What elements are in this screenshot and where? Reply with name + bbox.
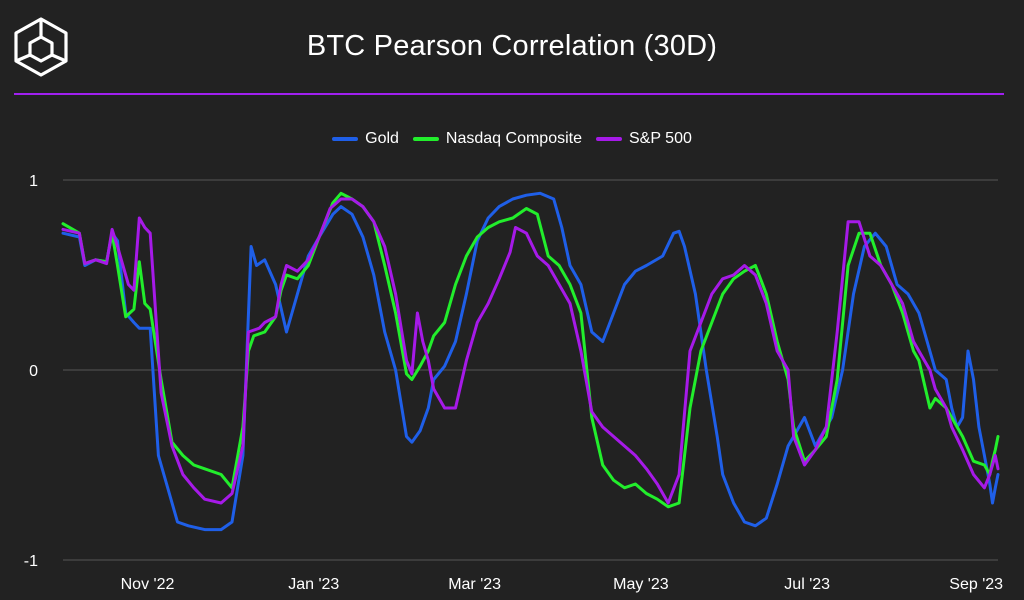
series-line-nasdaq bbox=[61, 191, 1000, 509]
series-line-sp500 bbox=[61, 197, 1000, 505]
chart-legend: Gold Nasdaq Composite S&P 500 bbox=[0, 130, 1024, 148]
legend-swatch-nasdaq bbox=[412, 137, 439, 141]
x-tick-label: May '23 bbox=[613, 576, 669, 593]
title-divider bbox=[14, 93, 1004, 95]
page-title: BTC Pearson Correlation (30D) bbox=[306, 30, 718, 62]
legend-item-sp500[interactable]: S&P 500 bbox=[596, 130, 692, 148]
x-tick-label: Sep '23 bbox=[949, 576, 1003, 593]
legend-swatch-sp500 bbox=[596, 137, 622, 141]
x-tick-label: Mar '23 bbox=[448, 576, 501, 593]
block-logo-icon bbox=[14, 17, 68, 77]
y-tick-label: 1 bbox=[29, 173, 38, 190]
legend-item-gold[interactable]: Gold bbox=[332, 130, 399, 148]
legend-item-nasdaq[interactable]: Nasdaq Composite bbox=[412, 130, 582, 148]
y-tick-label: 0 bbox=[29, 363, 38, 380]
x-tick-label: Nov '22 bbox=[121, 576, 175, 593]
legend-label-nasdaq: Nasdaq Composite bbox=[445, 130, 582, 147]
legend-swatch-gold bbox=[332, 137, 359, 141]
x-tick-label: Jan '23 bbox=[288, 576, 339, 593]
legend-label-sp500: S&P 500 bbox=[629, 130, 692, 147]
series-line-gold bbox=[61, 191, 1000, 532]
legend-label-gold: Gold bbox=[365, 130, 399, 147]
x-tick-label: Jul '23 bbox=[784, 576, 830, 593]
y-tick-label: -1 bbox=[24, 553, 38, 570]
